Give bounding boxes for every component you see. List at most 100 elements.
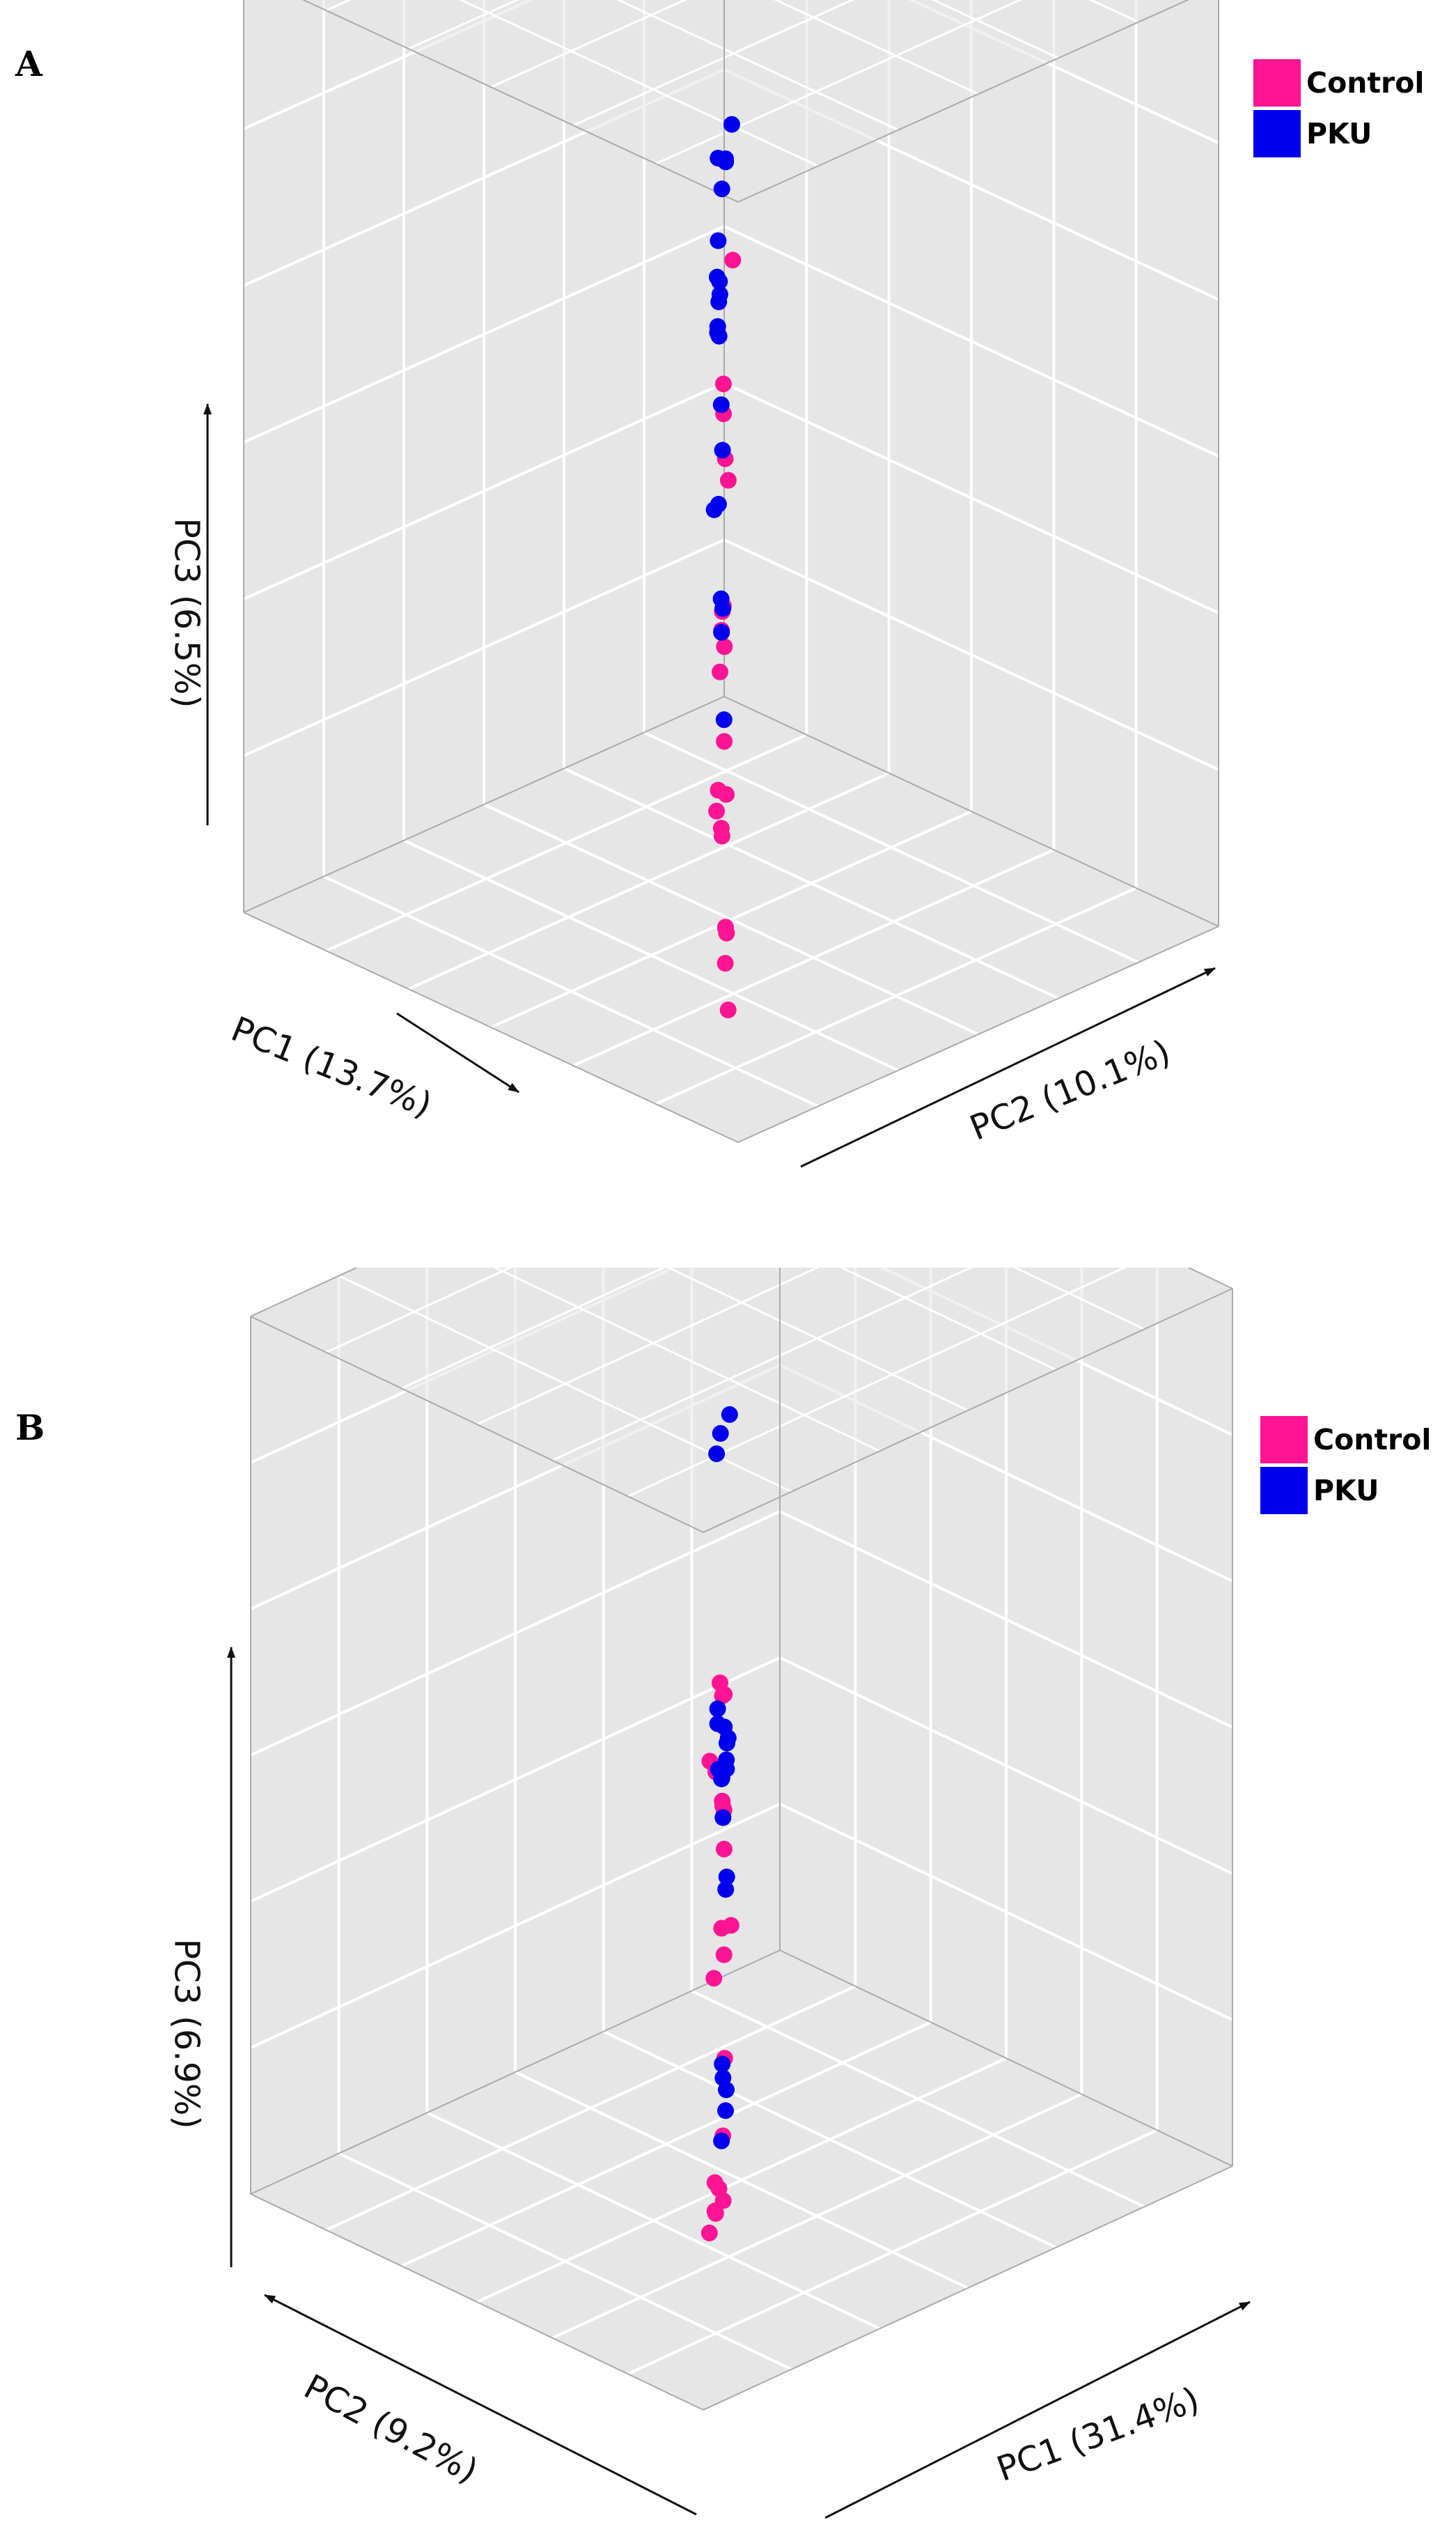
data-points [705, 116, 742, 1018]
legend-swatch-pku [1253, 109, 1301, 157]
cube-edge [737, 0, 1189, 203]
data-point-pku [708, 268, 726, 286]
data-point-pku [713, 2132, 730, 2149]
cube-edge [243, 696, 725, 913]
cube-edge [302, 0, 739, 203]
chart-b: PC2 (9.2%) PC1 (31.4%) PC3 (6.9%) [167, 1268, 1251, 2519]
legend-item-control: Control [1260, 1414, 1432, 1465]
data-point-pku [715, 711, 733, 729]
chart-a: PC1 (13.7%) PC2 (10.1%) PC3 (6.5%) [167, 0, 1219, 1168]
data-point-pku [713, 180, 730, 198]
grid-line [1012, 1268, 1145, 1330]
cube-edge [779, 1950, 1233, 2167]
cube-edge [723, 696, 1219, 927]
data-point-pku [714, 442, 731, 459]
data-point-pku [723, 116, 740, 133]
panel-letter-b: B [15, 1407, 45, 1448]
cube-edge [703, 1288, 1233, 1533]
data-points [700, 1406, 739, 2241]
axis-arrow-2 [800, 967, 1216, 1168]
cube-edge [250, 1950, 781, 2195]
legend-label-pku: PKU [1313, 1473, 1379, 1507]
axis-label-1: PC2 (9.2%) [297, 2367, 484, 2491]
data-point-pku [708, 1445, 726, 1463]
data-point-control [716, 733, 733, 750]
legend-b: Control PKU [1260, 1414, 1432, 1516]
data-point-pku [712, 396, 730, 414]
panel-letter-a: A [15, 43, 42, 84]
cube-edge [703, 2165, 1233, 2411]
data-point-control [715, 1840, 733, 1858]
panel-a: A Control PKU PC1 (13.7%) PC2 (10.1%) PC3 … [15, 0, 1425, 1168]
data-point-pku [714, 1809, 732, 1826]
grid-line [931, 0, 1059, 59]
data-point-pku [719, 1729, 737, 1747]
panel-b: B Control PKU PC2 (9.2%) PC1 (31.4%) PC3 (… [0, 1268, 1456, 2535]
legend-swatch-control [1253, 59, 1301, 107]
axis-label-1: PC1 (13.7%) [226, 1009, 437, 1126]
data-point-control [716, 638, 733, 655]
grid-line [408, 0, 520, 50]
cube-edge [250, 1268, 359, 1317]
data-point-pku [710, 293, 728, 311]
data-point-pku [712, 590, 730, 607]
axis-label-2: PC2 (10.1%) [964, 1032, 1176, 1149]
axis-label-2: PC1 (31.4%) [992, 2379, 1205, 2489]
cube-grid [250, 1268, 1233, 2411]
axis-arrow-2 [824, 2301, 1251, 2519]
data-point-control [708, 802, 726, 820]
legend-label-control: Control [1306, 65, 1425, 100]
data-point-control [719, 1002, 737, 1018]
data-point-control [705, 1970, 723, 1987]
cube-edge [250, 1316, 704, 1533]
data-point-pku [710, 232, 727, 249]
axis-arrow-1 [396, 1012, 519, 1094]
data-point-pku [718, 1751, 735, 1768]
legend-swatch-pku [1260, 1466, 1308, 1514]
cube-edge [250, 2193, 704, 2411]
data-point-control [722, 1917, 739, 1934]
grid-line [325, 1268, 513, 1354]
legend-item-control: Control [1253, 57, 1425, 108]
grid-line [691, 1989, 1145, 2209]
grid-line [773, 0, 979, 95]
data-point-control [717, 955, 734, 972]
data-point-pku [717, 1881, 735, 1898]
data-point-pku [712, 1425, 729, 1442]
ceiling-face [251, 1268, 1232, 1532]
data-point-pku [713, 623, 730, 641]
data-point-control [724, 251, 742, 269]
data-point-control [719, 472, 737, 489]
data-point-control [715, 1946, 733, 1963]
data-point-control [714, 375, 732, 393]
data-point-pku [717, 2102, 734, 2119]
legend-label-control: Control [1313, 1422, 1432, 1456]
data-point-pku [709, 324, 726, 341]
data-point-pku [721, 1406, 738, 1423]
data-point-pku [718, 1868, 735, 1885]
data-point-pku [714, 2055, 731, 2073]
data-point-control [710, 781, 727, 799]
axis-arrow-1 [264, 2294, 697, 2516]
data-point-pku [705, 501, 723, 518]
legend-item-pku: PKU [1260, 1465, 1432, 1516]
data-point-control [712, 663, 728, 680]
legend-item-pku: PKU [1253, 108, 1425, 159]
cube-grid [243, 0, 1219, 1143]
axis-label-3: PC3 (6.9%) [167, 1938, 207, 2129]
data-point-control [717, 919, 734, 937]
legend-a: Control PKU [1253, 57, 1425, 159]
ceiling-face [304, 0, 1188, 202]
grid-line [643, 731, 1139, 964]
data-point-control [712, 820, 730, 837]
grid-line [666, 1268, 969, 1412]
data-point-pku [718, 2081, 735, 2099]
data-point-pku [709, 1700, 726, 1718]
data-point-pku [710, 150, 727, 166]
grid-line [490, 0, 687, 88]
grid-line [839, 1268, 1057, 1371]
data-point-control [716, 1686, 733, 1703]
data-point-control [707, 2204, 724, 2222]
cube-edge [737, 926, 1219, 1143]
grid-line [401, 1268, 666, 1390]
